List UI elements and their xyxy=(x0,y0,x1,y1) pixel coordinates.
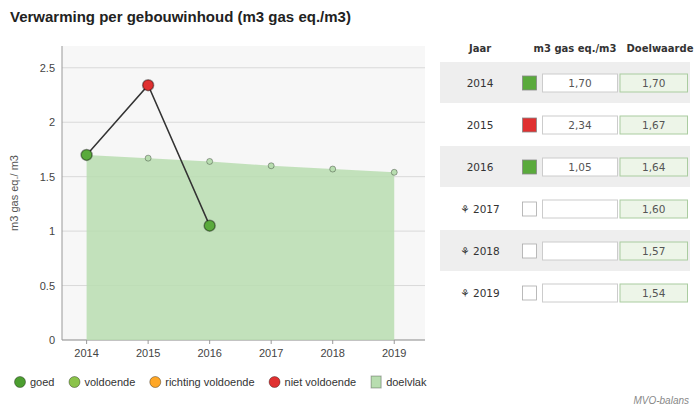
legend-marker xyxy=(15,377,26,388)
y-tick-label: 1 xyxy=(49,225,55,237)
target-point xyxy=(391,169,397,175)
actual-line xyxy=(87,85,210,225)
x-tick-label: 2017 xyxy=(259,347,283,359)
x-tick xyxy=(148,340,149,344)
table-target: 1,57 xyxy=(642,245,665,257)
table-header: Doelwaarde xyxy=(627,43,694,54)
legend-label: voldoende xyxy=(84,376,135,388)
legend: goed voldoende richting voldoende niet vold… xyxy=(15,376,427,388)
x-tick xyxy=(271,340,272,344)
actual-point xyxy=(81,149,92,160)
table-header: Jaar xyxy=(468,43,491,54)
x-tick xyxy=(86,340,87,344)
legend-label: doelvlak xyxy=(386,376,427,388)
table-row xyxy=(440,62,690,103)
y-axis-line xyxy=(62,46,63,340)
table-year: 2014 xyxy=(467,77,494,89)
y-tick-label: 1.5 xyxy=(40,171,55,183)
x-tick-label: 2016 xyxy=(197,347,221,359)
table-header: m3 gas eq./m3 xyxy=(534,43,617,54)
table-row xyxy=(440,188,690,229)
legend-marker xyxy=(269,377,280,388)
x-tick xyxy=(209,340,210,344)
table-indicator xyxy=(523,244,537,258)
table-row xyxy=(440,146,690,187)
table-value-box xyxy=(543,242,618,260)
y-tick-label: 0.5 xyxy=(40,280,55,292)
table-value: 1,70 xyxy=(568,77,591,89)
table-row xyxy=(440,272,690,313)
table-target: 1,64 xyxy=(642,161,666,173)
table-year: ⚘ 2018 xyxy=(460,245,499,257)
target-point xyxy=(207,158,213,164)
x-tick-label: 2018 xyxy=(320,347,344,359)
table-target: 1,54 xyxy=(642,287,666,299)
legend-label: goed xyxy=(30,376,54,388)
grid xyxy=(62,68,425,340)
table-year: ⚘ 2019 xyxy=(460,287,499,299)
legend-marker xyxy=(150,377,161,388)
table-value-box xyxy=(543,158,618,176)
table-target-box xyxy=(620,200,688,218)
grid-line xyxy=(62,67,425,68)
table-target-box xyxy=(620,284,688,302)
table-target-box xyxy=(620,242,688,260)
table: Jaar m3 gas eq./m3 Doelwaarde 2014 1,70 1,70 2… xyxy=(440,43,694,313)
x-tick-label: 2015 xyxy=(136,347,160,359)
x-tick-label: 2014 xyxy=(74,347,98,359)
table-indicator xyxy=(523,202,537,216)
x-tick-label: 2019 xyxy=(382,347,406,359)
table-value-box xyxy=(543,200,618,218)
table-indicator xyxy=(523,160,537,174)
table-target-box xyxy=(620,116,688,134)
data-layer xyxy=(81,80,397,340)
table-row xyxy=(440,104,690,145)
legend-label: richting voldoende xyxy=(165,376,254,388)
title: Verwarming per gebouwinhoud (m3 gas eq./… xyxy=(10,8,351,25)
table-value-box xyxy=(543,284,618,302)
y-tick-label: 2 xyxy=(49,116,55,128)
target-point xyxy=(268,163,274,169)
legend-label: niet voldoende xyxy=(285,376,357,388)
table-value-box xyxy=(543,74,618,92)
x-tick xyxy=(332,340,333,344)
plot-background xyxy=(62,46,425,340)
y-axis-label: m3 gas eq./ m3 xyxy=(8,155,20,231)
x-tick xyxy=(394,340,395,344)
footer: MVO-balans xyxy=(633,395,689,406)
table-year: 2015 xyxy=(467,119,494,131)
table-indicator xyxy=(523,118,537,132)
legend-marker xyxy=(371,376,381,388)
target-point xyxy=(145,155,151,161)
table-target: 1,60 xyxy=(642,203,665,215)
table-year: ⚘ 2017 xyxy=(460,203,499,215)
table-target-box xyxy=(620,158,688,176)
table-indicator xyxy=(523,76,537,90)
table-value: 2,34 xyxy=(568,119,592,131)
y-tick-label: 2.5 xyxy=(40,62,55,74)
table-target: 1,67 xyxy=(642,119,665,131)
table-row xyxy=(440,230,690,271)
legend-marker xyxy=(69,377,80,388)
table-target: 1,70 xyxy=(642,77,665,89)
table-value-box xyxy=(543,116,618,134)
target-area xyxy=(87,155,395,340)
target-point xyxy=(330,166,336,172)
table-target-box xyxy=(620,74,688,92)
y-tick-label: 0 xyxy=(49,334,55,346)
actual-point xyxy=(204,220,215,231)
table-value: 1,05 xyxy=(568,161,591,173)
actual-point xyxy=(143,80,154,91)
table-year: 2016 xyxy=(467,161,494,173)
chart-root: Verwarming per gebouwinhoud (m3 gas eq./… xyxy=(0,0,697,412)
table-indicator xyxy=(523,286,537,300)
